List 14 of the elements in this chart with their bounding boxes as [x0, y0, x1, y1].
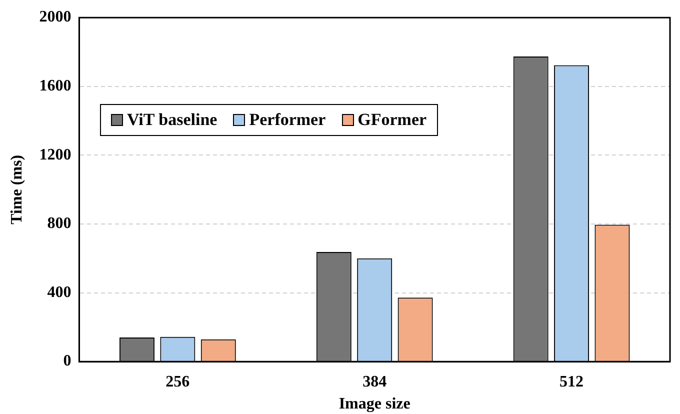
legend-label: Performer: [249, 110, 326, 130]
y-tick-label: 400: [47, 284, 72, 301]
x-tick-label: 256: [166, 373, 190, 390]
legend-label: GFormer: [358, 110, 427, 130]
y-tick-label: 1200: [39, 146, 72, 164]
y-tick-label: 1600: [39, 78, 72, 95]
x-tick-label: 384: [362, 373, 387, 390]
y-tick-label: 0: [63, 352, 72, 370]
x-tick-label: 512: [560, 373, 584, 390]
y-tick-label: 2000: [39, 8, 72, 26]
legend-label: ViT baseline: [127, 110, 218, 130]
y-tick-label: 800: [47, 215, 72, 232]
x-axis-title: Image size: [338, 396, 410, 413]
y-axis-title: Time (ms): [8, 154, 26, 224]
